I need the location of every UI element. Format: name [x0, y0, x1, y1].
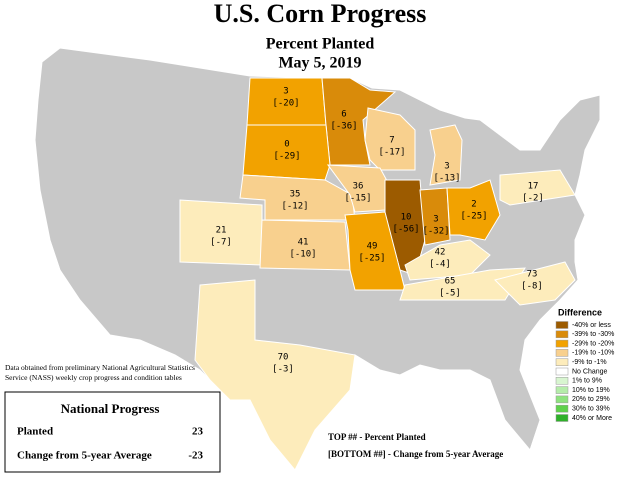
state — [429, 124, 463, 186]
national-box — [4, 391, 221, 473]
state-change: [-25] — [460, 212, 487, 222]
subtitle: Percent Planted — [266, 36, 375, 53]
state — [364, 107, 416, 171]
legend-swatch — [555, 404, 569, 413]
national-title: National Progress — [61, 401, 160, 416]
legend-swatch — [555, 414, 569, 422]
state-change: [-12] — [281, 202, 308, 212]
state-planted: 17 — [528, 182, 539, 192]
state-planted: 7 — [389, 136, 394, 146]
state-change: [-15] — [344, 194, 371, 204]
state-change: [-56] — [392, 225, 419, 235]
national-value: -23 — [188, 450, 203, 462]
state-planted: 2 — [471, 200, 476, 210]
state-planted: 0 — [284, 140, 289, 150]
state-planted: 70 — [278, 353, 289, 363]
date: May 5, 2019 — [278, 55, 361, 72]
state-planted: 3 — [444, 162, 449, 172]
state-planted: 3 — [283, 87, 288, 97]
title: U.S. Corn Progress — [214, 0, 427, 28]
state-change: [-7] — [210, 238, 232, 248]
state-planted: 73 — [527, 270, 538, 280]
state-planted: 36 — [353, 182, 364, 192]
state-planted: 65 — [445, 277, 456, 287]
state-change: [-2] — [522, 194, 544, 204]
state-planted: 35 — [290, 190, 301, 200]
state-change: [-25] — [358, 254, 385, 264]
key-top: TOP ## - Percent Planted — [328, 432, 426, 442]
state — [494, 261, 576, 306]
legend: Difference -40% or less -39% to -30% -29% t… — [555, 307, 614, 422]
legend-label: 20% to 29% — [572, 396, 610, 403]
legend-swatch — [555, 367, 569, 376]
state-planted: 10 — [401, 213, 412, 223]
legend-label: -29% to -20% — [572, 340, 614, 347]
legend-swatch — [555, 330, 569, 339]
state-change: [-29] — [273, 152, 300, 162]
legend-label: 10% to 19% — [572, 387, 610, 394]
key-bottom: [BOTTOM ##] - Change from 5-year Average — [328, 449, 503, 459]
legend-swatch — [555, 386, 569, 394]
state — [194, 279, 356, 471]
state-planted: 42 — [435, 248, 446, 258]
states: 3 [-20] 6 [-36] 0 [-29] 7 [-17] 3 [-13] 35 [-12] 36 [… — [179, 77, 576, 471]
legend-swatch — [555, 339, 569, 348]
legend-label: -40% or less — [572, 322, 611, 329]
state-planted: 41 — [298, 238, 309, 248]
state-change: [-3] — [272, 365, 294, 375]
state-change: [-17] — [378, 148, 405, 158]
legend-swatch — [555, 349, 569, 357]
legend-label: -39% to -30% — [572, 331, 614, 338]
state-change: [-20] — [272, 99, 299, 109]
legend-label: No Change — [572, 368, 608, 375]
state-planted: 3 — [433, 215, 438, 225]
legend-swatch — [555, 377, 569, 385]
state — [404, 239, 491, 281]
legend-label: 40% or More — [572, 415, 612, 422]
source-note: Data obtained from preliminary National … — [5, 363, 195, 382]
legend-swatch — [555, 358, 569, 366]
legend-label: 1% to 9% — [572, 378, 602, 385]
state-change: [-8] — [521, 282, 543, 292]
state — [239, 174, 356, 221]
legend-swatch — [555, 321, 569, 329]
legend-title: Difference — [558, 307, 602, 317]
legend-label: 30% to 39% — [572, 406, 610, 413]
state — [344, 211, 406, 291]
state — [499, 169, 576, 206]
state-planted: 21 — [216, 226, 227, 236]
legend-label: -19% to -10% — [572, 350, 614, 357]
state-change: [-13] — [433, 174, 460, 184]
state-change: [-4] — [429, 260, 451, 270]
state — [446, 179, 501, 241]
state-planted: 49 — [367, 242, 378, 252]
state — [242, 124, 331, 181]
legend-swatch — [555, 395, 569, 404]
national-label: Change from 5-year Average — [17, 450, 152, 462]
state-planted: 6 — [341, 110, 346, 120]
state-change: [-32] — [422, 227, 449, 237]
state-change: [-36] — [330, 122, 357, 132]
legend-label: -9% to -1% — [572, 359, 607, 366]
state-change: [-5] — [439, 289, 461, 299]
state — [419, 187, 451, 246]
state-change: [-10] — [289, 250, 316, 260]
national-value: 23 — [192, 426, 204, 438]
national-label: Planted — [17, 426, 53, 438]
